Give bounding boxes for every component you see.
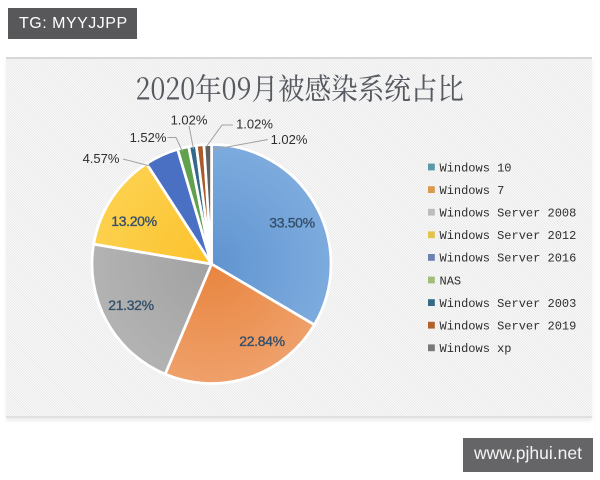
svg-text:Windows xp: Windows xp (440, 342, 512, 356)
svg-text:Windows 10: Windows 10 (440, 161, 512, 175)
svg-text:Windows Server 2003: Windows Server 2003 (440, 297, 577, 311)
svg-text:Windows Server 2016: Windows Server 2016 (440, 252, 577, 266)
svg-text:4.57%: 4.57% (83, 151, 120, 166)
svg-text:Windows Server 2019: Windows Server 2019 (440, 320, 577, 334)
svg-text:1.02%: 1.02% (236, 117, 273, 132)
svg-text:22.84%: 22.84% (239, 333, 284, 349)
svg-text:1.52%: 1.52% (130, 130, 167, 145)
svg-text:21.32%: 21.32% (108, 297, 153, 313)
svg-text:1.02%: 1.02% (171, 113, 208, 128)
svg-text:NAS: NAS (440, 274, 462, 288)
svg-text:Windows Server 2008: Windows Server 2008 (440, 207, 577, 221)
svg-text:Windows Server 2012: Windows Server 2012 (440, 229, 577, 243)
svg-text:13.20%: 13.20% (111, 213, 156, 229)
svg-text:Windows 7: Windows 7 (440, 184, 505, 198)
svg-text:33.50%: 33.50% (269, 215, 314, 231)
svg-text:1.02%: 1.02% (271, 132, 308, 147)
